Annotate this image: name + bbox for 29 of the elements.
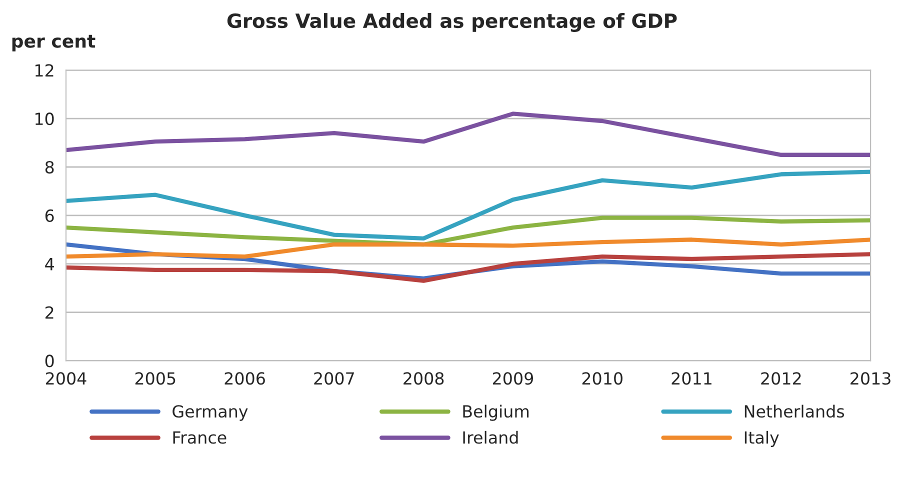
legend-label: Netherlands	[744, 404, 844, 418]
x-tick-label: 2008	[404, 372, 444, 385]
x-tick-label: 2012	[761, 372, 801, 385]
y-tick-label: 8	[45, 160, 54, 174]
x-tick-label: 2006	[224, 372, 265, 385]
y-tick-label: 2	[46, 306, 54, 319]
y-tick-label: 4	[45, 258, 54, 270]
y-axis-title: per cent	[12, 34, 96, 52]
x-tick-label: 2004	[46, 372, 86, 385]
legend-label: Germany	[172, 405, 248, 421]
legend-label: Italy	[744, 430, 779, 448]
x-tick-label: 2011	[672, 372, 712, 385]
legend-label: Ireland	[463, 430, 518, 444]
y-tick-label: 0	[45, 354, 54, 368]
x-tick-label: 2010	[582, 372, 622, 385]
y-tick-label: 6	[45, 209, 54, 222]
x-tick-label: 2007	[314, 372, 354, 385]
x-tick-label: 2005	[135, 372, 176, 385]
legend-label: France	[173, 431, 226, 444]
line-series	[66, 252, 871, 283]
x-tick-label: 2013	[850, 372, 890, 385]
line-series	[66, 112, 871, 157]
legend-label: Belgium	[463, 404, 529, 421]
y-tick-label: 10	[36, 112, 54, 126]
chart-title: Gross Value Added as percentage of GDP	[227, 13, 677, 32]
line-series	[66, 238, 871, 259]
y-tick-label: 12	[36, 64, 54, 76]
x-tick-label: 2009	[492, 372, 534, 385]
line-series	[66, 170, 871, 241]
